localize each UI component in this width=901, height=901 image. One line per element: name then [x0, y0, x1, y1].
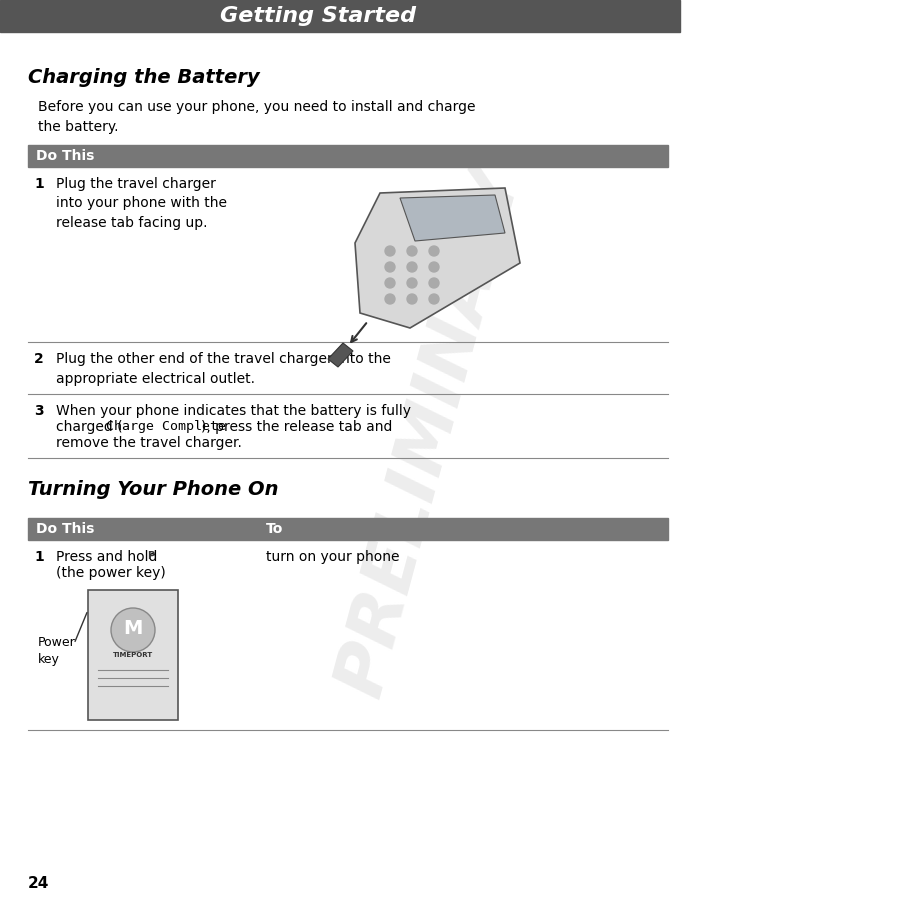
Text: PRELIMINARY: PRELIMINARY	[326, 157, 534, 704]
Text: To: To	[266, 522, 284, 536]
Circle shape	[407, 278, 417, 288]
Text: TIMEPORT: TIMEPORT	[113, 652, 153, 658]
Circle shape	[429, 262, 439, 272]
Text: M: M	[123, 618, 142, 638]
Text: Getting Started: Getting Started	[220, 6, 416, 26]
Circle shape	[407, 246, 417, 256]
Text: (the power key): (the power key)	[56, 566, 166, 580]
Circle shape	[385, 246, 395, 256]
Circle shape	[407, 262, 417, 272]
Circle shape	[429, 278, 439, 288]
Text: 24: 24	[28, 876, 50, 891]
Text: 2: 2	[34, 352, 44, 366]
Polygon shape	[400, 195, 505, 241]
Text: ), press the release tab and: ), press the release tab and	[201, 420, 392, 434]
Text: 1: 1	[34, 550, 44, 564]
Text: turn on your phone: turn on your phone	[266, 550, 399, 564]
Bar	[28, 518, 668, 540]
Polygon shape	[355, 188, 520, 328]
Text: 1: 1	[34, 177, 44, 191]
Text: Turning Your Phone On: Turning Your Phone On	[28, 480, 278, 499]
Text: When your phone indicates that the battery is fully: When your phone indicates that the batte…	[56, 404, 411, 418]
Text: charged (: charged (	[56, 420, 123, 434]
Text: 3: 3	[34, 404, 43, 418]
Circle shape	[385, 294, 395, 304]
Circle shape	[429, 294, 439, 304]
Circle shape	[385, 262, 395, 272]
Text: P: P	[148, 551, 155, 561]
Bar	[28, 145, 668, 167]
Text: Charge Complete: Charge Complete	[106, 420, 226, 433]
Text: Press and hold: Press and hold	[56, 550, 162, 564]
Text: Plug the travel charger
into your phone with the
release tab facing up.: Plug the travel charger into your phone …	[56, 177, 227, 230]
Circle shape	[385, 278, 395, 288]
Text: Do This: Do This	[36, 149, 95, 163]
Text: Plug the other end of the travel charger into the
appropriate electrical outlet.: Plug the other end of the travel charger…	[56, 352, 391, 386]
Polygon shape	[328, 343, 353, 367]
Circle shape	[407, 294, 417, 304]
Polygon shape	[88, 590, 178, 720]
Circle shape	[429, 246, 439, 256]
Circle shape	[111, 608, 155, 652]
Bar	[0, 0, 680, 32]
Text: Before you can use your phone, you need to install and charge
the battery.: Before you can use your phone, you need …	[38, 100, 476, 133]
Text: Power
key: Power key	[38, 636, 76, 666]
Text: remove the travel charger.: remove the travel charger.	[56, 436, 241, 450]
Text: Do This: Do This	[36, 522, 95, 536]
Text: Charging the Battery: Charging the Battery	[28, 68, 259, 87]
